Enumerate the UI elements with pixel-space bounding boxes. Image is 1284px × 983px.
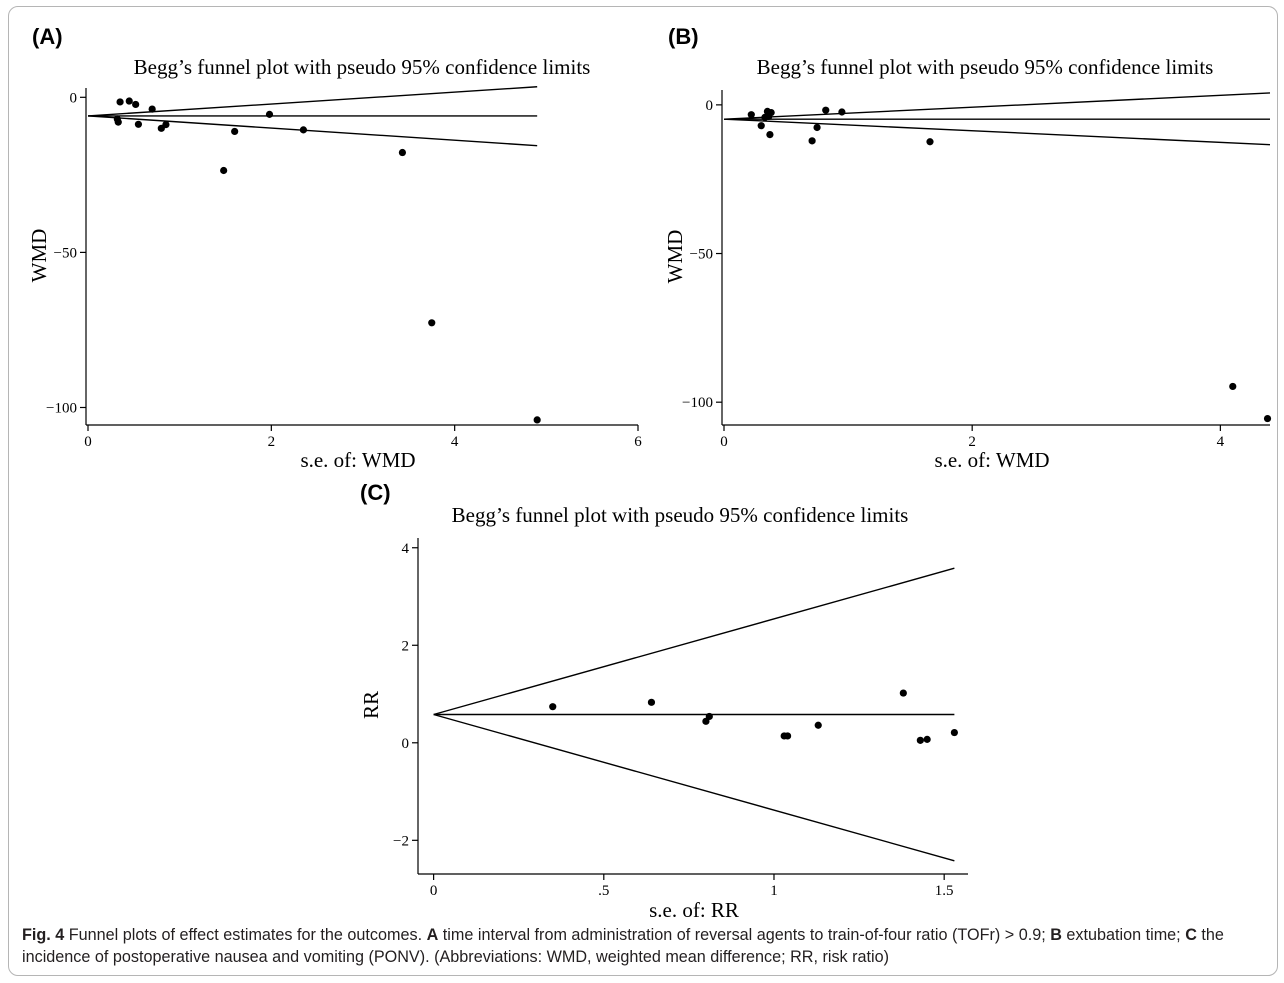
x-tick-label: 0 [430,883,438,899]
chart-panel-1: (A) Begg’s funnel plot with pseudo 95% co… [27,24,642,472]
y-axis-label: WMD [27,229,51,283]
study-point [647,698,656,706]
study-point [132,100,140,109]
study-point [822,106,830,114]
study-point [116,98,124,106]
study-point [813,123,821,132]
y-tick-label: 0 [402,736,410,752]
study-point [148,105,156,113]
upper-confidence-limit [723,92,1271,120]
caption-text-b: extubation time; [1061,926,1186,944]
chart-panel-2: (B) Begg’s funnel plot with pseudo 95% co… [663,24,1272,472]
study-point [747,111,755,119]
upper-confidence-limit [433,567,955,716]
upper-confidence-limit [87,86,538,117]
x-tick-label: 2 [968,434,976,450]
study-point [950,728,958,737]
chart-title: Begg’s funnel plot with pseudo 95% confi… [757,55,1214,79]
y-tick-label: −50 [54,245,77,261]
caption-label-c: C [1185,926,1197,944]
y-axis-label: WMD [663,230,687,284]
study-point [757,122,765,130]
x-axis-label: s.e. of: WMD [300,448,415,472]
study-point [231,127,239,136]
study-point [1263,414,1272,423]
x-tick-label: 1.5 [935,883,954,899]
x-tick-label: 4 [1217,434,1225,450]
x-tick-label: 1 [770,883,778,899]
study-point [114,118,122,126]
lower-confidence-limit [433,713,955,862]
x-tick-label: 4 [451,434,459,450]
study-point [428,319,436,327]
study-point [766,130,774,139]
study-point [899,689,907,697]
figure-canvas: (A) Begg’s funnel plot with pseudo 95% co… [27,24,1272,920]
study-point [814,721,822,729]
study-point [533,416,541,424]
study-point [134,120,143,128]
study-point [549,703,557,711]
figure-frame [8,6,1278,976]
study-point [926,138,934,146]
panel-label: (C) [360,480,391,505]
y-tick-label: −100 [682,395,713,411]
study-point [923,735,931,743]
x-tick-label: .5 [598,883,609,899]
chart-title: Begg’s funnel plot with pseudo 95% confi… [134,55,591,79]
study-point [398,148,407,157]
y-tick-label: −2 [393,833,409,849]
x-tick-label: 0 [84,434,92,450]
y-tick-label: 2 [402,638,410,654]
study-point [1229,382,1237,391]
study-point [162,121,170,129]
study-point [705,712,713,721]
y-tick-label: −50 [690,247,713,263]
y-tick-label: 0 [706,98,714,114]
chart-panel-3: (C) Begg’s funnel plot with pseudo 95% co… [359,480,968,920]
y-tick-label: 4 [402,541,410,557]
lower-confidence-limit [723,118,1271,146]
study-point [916,736,924,744]
caption-text-c: the incidence of postoperative nausea an… [22,926,1224,966]
y-axis-label: RR [359,691,383,719]
y-tick-label: 0 [70,90,78,106]
x-tick-label: 2 [268,434,276,450]
x-tick-label: 6 [634,434,642,450]
chart-title: Begg’s funnel plot with pseudo 95% confi… [452,503,909,527]
panel-label: (B) [668,24,699,49]
study-point [838,108,846,116]
x-axis-label: s.e. of: RR [649,898,739,920]
caption-text-a: time interval from administration of rev… [438,926,1051,944]
study-point [767,108,775,117]
figure-caption: Fig. 4 Funnel plots of effect estimates … [22,924,1267,968]
x-axis-label: s.e. of: WMD [934,448,1049,472]
lower-confidence-limit [87,115,538,147]
x-tick-label: 0 [720,434,728,450]
y-tick-label: −100 [46,400,77,416]
caption-intro: Funnel plots of effect estimates for the… [64,926,427,944]
caption-label-b: B [1050,926,1062,944]
study-point [299,126,308,134]
caption-figure-label: Fig. 4 [22,926,65,944]
study-point [125,97,133,105]
study-point [220,166,228,175]
study-point [808,137,816,145]
caption-label-a: A [426,926,439,944]
study-point [784,732,792,740]
panel-label: (A) [32,24,63,49]
study-point [265,110,274,118]
